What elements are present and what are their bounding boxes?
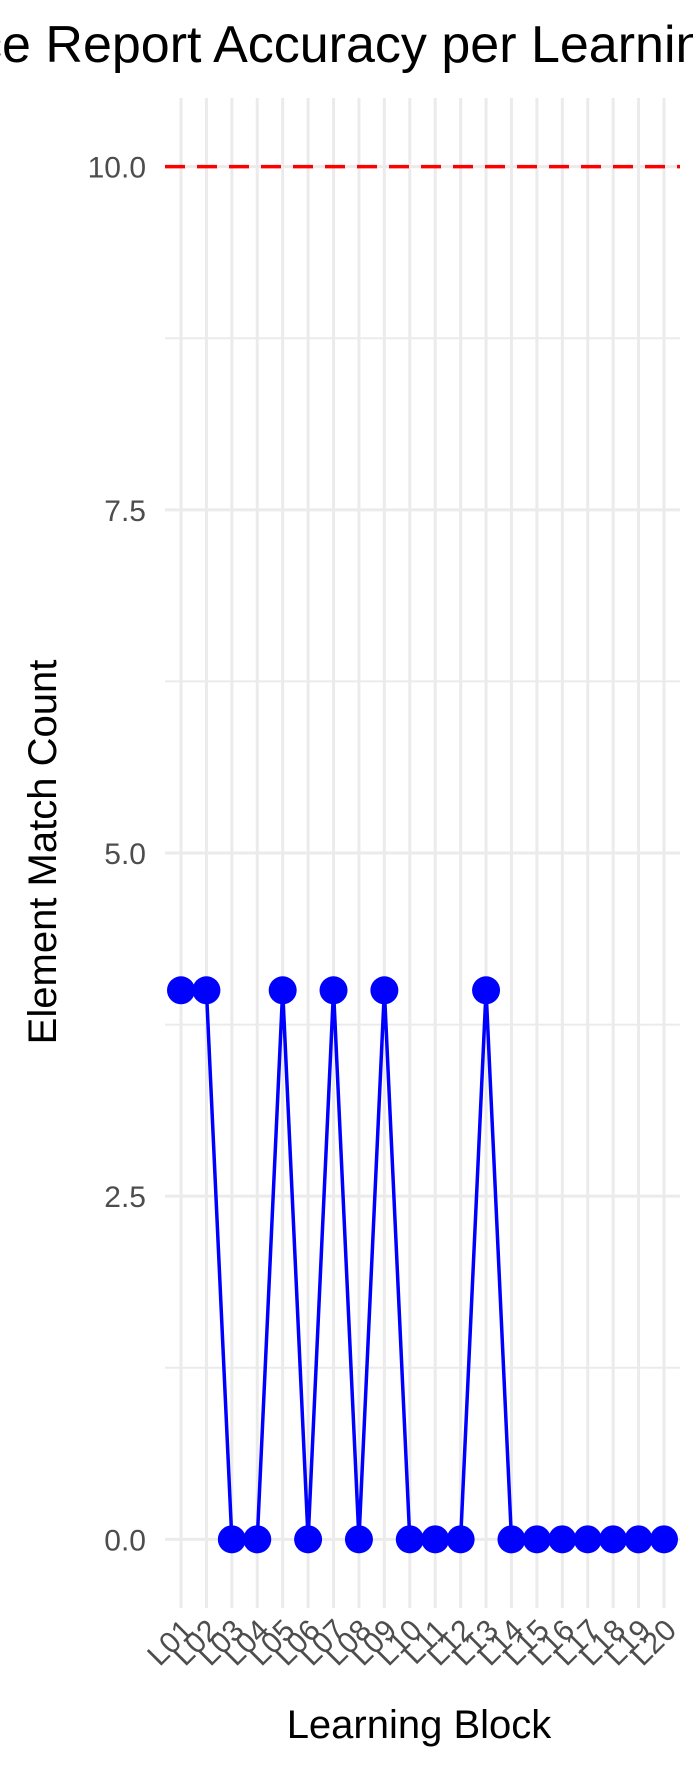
data-point [243,1525,272,1554]
data-point [319,976,348,1005]
data-point [167,976,195,1005]
series-line [181,988,664,1542]
data-point [472,976,501,1005]
data-point [650,1525,678,1554]
data-point [370,976,399,1005]
data-point [624,1525,653,1554]
data-point [268,976,297,1005]
chart-title: Evidence Report Accuracy per Learning Bl… [0,16,693,74]
data-point [548,1525,577,1554]
data-point [522,1525,551,1554]
data-point [573,1525,602,1554]
x-tick-labels: L01L02L03L04L05L06L07L08L09L10L11L12L13L… [141,1614,683,1673]
x-axis-title: Learning Block [287,1703,553,1747]
y-tick-label: 2.5 [104,1181,146,1214]
data-point [599,1525,628,1554]
grid [165,98,680,1608]
y-tick-label: 7.5 [104,495,146,528]
y-tick-labels: 0.0 2.5 5.0 7.5 10.0 [88,152,146,1558]
data-point [192,976,221,1005]
data-point [446,1525,475,1554]
data-point [344,1525,373,1554]
data-point [294,1525,323,1554]
series-group [167,976,678,1554]
data-point [497,1525,526,1554]
y-tick-label: 10.0 [88,152,146,185]
data-point [217,1525,246,1554]
data-point [421,1525,450,1554]
y-axis-title: Element Match Count [21,660,65,1045]
data-point [395,1525,424,1554]
y-tick-label: 0.0 [104,1524,146,1557]
y-tick-label: 5.0 [104,838,146,871]
